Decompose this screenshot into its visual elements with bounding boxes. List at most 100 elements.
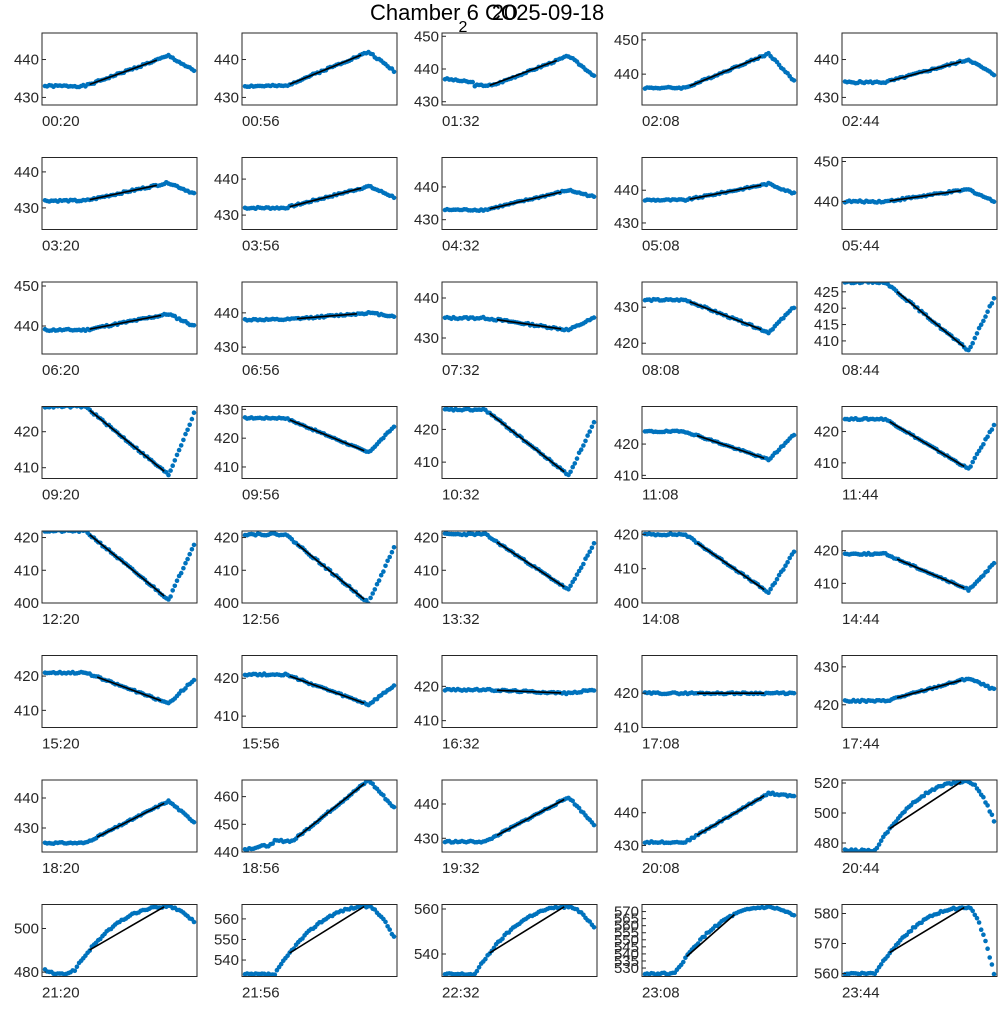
data-point (991, 560, 997, 566)
data-point (385, 558, 390, 564)
panel-time-label: 12:20 (42, 611, 80, 628)
axes-box (841, 904, 998, 977)
chart-panel: 410 420 14:44 (814, 530, 998, 628)
data-series (442, 53, 597, 89)
fit-line (489, 412, 565, 473)
chart-panel: 440 450 460 18:56 (214, 779, 398, 877)
y-tick-label: 440 (414, 61, 439, 78)
y-tick-label: 555 (614, 925, 639, 942)
panel-time-label: 18:56 (242, 860, 280, 877)
panel-time-label: 05:08 (642, 238, 680, 255)
data-point (876, 842, 882, 847)
data-point (170, 588, 175, 593)
y-tick-label: 420 (414, 421, 439, 438)
fit-line (696, 795, 765, 836)
fit-line (496, 541, 565, 588)
panel-time-label: 02:08 (642, 113, 680, 130)
y-tick-label: 570 (814, 936, 839, 953)
data-point (391, 545, 397, 550)
y-tick-label: 450 (214, 816, 239, 833)
panel-time-label: 05:44 (842, 238, 880, 255)
axes-box (841, 281, 998, 355)
panel-time-label: 14:44 (842, 611, 880, 628)
panel-time-label: 23:44 (842, 985, 880, 1002)
fit-line (96, 676, 162, 702)
data-point (383, 919, 388, 925)
panel-time-label: 09:56 (242, 487, 280, 504)
data-point (191, 819, 197, 825)
y-tick-label: 450 (414, 28, 439, 45)
chart-panel: 430 440 07:32 (414, 281, 598, 379)
y-tick-label: 440 (414, 179, 439, 196)
data-point (976, 448, 982, 454)
data-point (474, 968, 480, 974)
panel-time-label: 09:20 (42, 487, 80, 504)
data-point (389, 549, 395, 555)
y-tick-label: 420 (14, 424, 39, 441)
data-series (242, 780, 397, 852)
axes-box (441, 530, 598, 604)
panel-time-label: 06:56 (242, 362, 280, 379)
y-tick-label: 400 (414, 595, 439, 612)
data-point (591, 925, 597, 930)
data-point (278, 961, 284, 967)
chart-panel: 430 440 02:44 (814, 32, 998, 130)
y-tick-label: 440 (14, 790, 39, 807)
data-point (178, 570, 184, 576)
y-tick-label: 420 (814, 543, 839, 560)
chart-panel: 410 420 16:32 (414, 655, 598, 753)
data-point (381, 569, 386, 574)
data-point (191, 410, 197, 416)
data-point (987, 809, 992, 814)
data-point (376, 578, 382, 583)
data-series (42, 406, 197, 478)
data-point (385, 924, 390, 929)
y-tick-label: 410 (414, 454, 439, 471)
chart-panel: 480 500 21:20 (14, 904, 198, 1002)
data-point (978, 445, 984, 450)
data-point (791, 690, 797, 696)
fit-line (896, 679, 962, 699)
chart-panel: 430 440 00:56 (214, 32, 398, 130)
axes-box (841, 655, 998, 728)
data-point (991, 686, 997, 692)
panel-time-label: 17:44 (842, 736, 880, 753)
axes-box (41, 779, 198, 853)
data-point (983, 938, 988, 944)
chart-panel: 410 420 17:08 (614, 655, 798, 753)
data-series (842, 676, 997, 705)
data-point (589, 424, 595, 430)
axes-box (41, 157, 198, 230)
data-point (878, 962, 884, 967)
data-point (591, 822, 597, 828)
panel-time-label: 15:20 (42, 736, 80, 753)
axes-box (241, 32, 398, 106)
data-point (781, 567, 786, 572)
y-tick-label: 535 (614, 953, 639, 970)
chart-panel: 430 440 00:20 (14, 32, 198, 130)
chart-panel: 400 410 420 12:20 (14, 530, 198, 628)
y-tick-label: 420 (814, 424, 839, 441)
axes-box (41, 406, 198, 479)
fit-line (289, 187, 362, 208)
y-tick-label: 480 (814, 835, 839, 852)
data-series (442, 904, 597, 977)
data-point (908, 928, 914, 934)
data-point (576, 805, 582, 811)
data-series (442, 187, 597, 213)
y-tick-label: 420 (214, 430, 239, 447)
data-series (242, 415, 397, 455)
chart-panel: 410 420 11:08 (614, 406, 798, 504)
y-tick-label: 410 (614, 467, 639, 484)
y-tick-label: 450 (14, 278, 39, 295)
panel-time-label: 01:32 (442, 113, 480, 130)
data-series (842, 416, 997, 471)
panel-time-label: 17:08 (642, 736, 680, 753)
data-point (702, 934, 707, 939)
y-tick-label: 430 (214, 89, 239, 106)
y-tick-label: 430 (414, 212, 439, 229)
data-point (981, 318, 986, 324)
fit-line (896, 558, 965, 589)
y-tick-label: 560 (214, 911, 239, 928)
